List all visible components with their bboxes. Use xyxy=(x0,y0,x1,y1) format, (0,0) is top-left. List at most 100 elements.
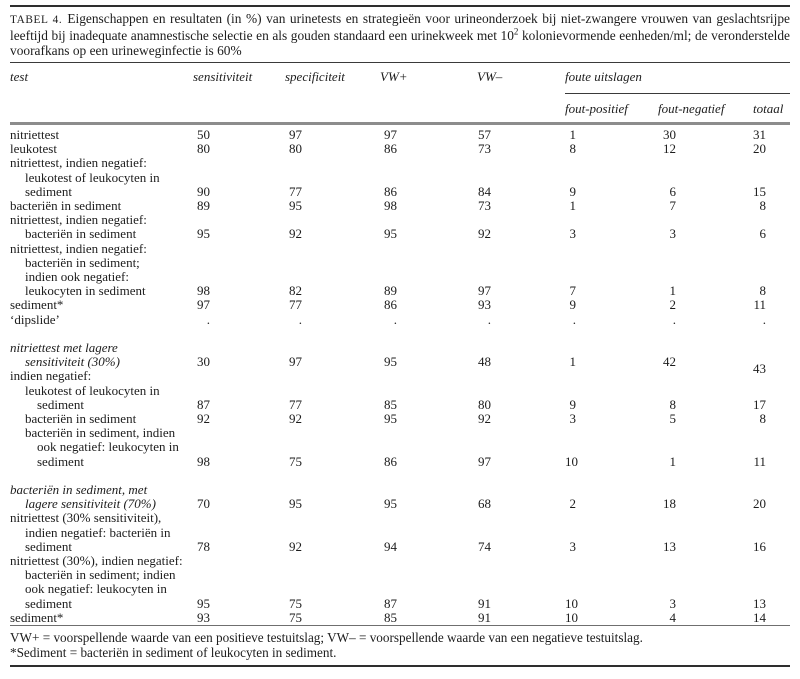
cell-value: 1 xyxy=(569,198,577,214)
cell-value: 2 xyxy=(669,297,677,313)
header-spacer-cell xyxy=(10,93,565,125)
col-header-fout-negatief: fout-negatief xyxy=(658,93,753,125)
cell-vw-plus xyxy=(380,256,477,270)
cell-vw-plus: 95 xyxy=(380,411,477,426)
cell-fout-negatief: 1 xyxy=(658,284,753,298)
footnote-sediment-definition: *Sediment = bacteriën in sediment of leu… xyxy=(10,644,337,660)
row-label: sediment* xyxy=(10,609,64,625)
cell-sensitiviteit xyxy=(193,526,285,540)
cell-vw-plus: 86 xyxy=(380,454,477,469)
cell-value: 5 xyxy=(669,411,677,427)
cell-totaal xyxy=(753,568,790,582)
caption-text-after-sup: kolonievormende eenheden/ml; de veronder… xyxy=(10,28,790,58)
cell-sensitiviteit xyxy=(193,426,285,440)
cell-vw-minus xyxy=(477,341,565,355)
cell-sensitiviteit xyxy=(193,554,285,568)
cell-vw-plus: 85 xyxy=(380,396,477,412)
row-label: bacteriën in sediment xyxy=(25,411,137,427)
cell-vw-plus: 89 xyxy=(380,284,477,298)
cell-value: 84 xyxy=(478,183,491,199)
cell-fout-negatief xyxy=(658,213,753,227)
cell-vw-plus xyxy=(380,554,477,568)
cell-specificiteit xyxy=(285,511,380,525)
row-label: leukocyten in sediment xyxy=(25,283,146,299)
cell-vw-minus xyxy=(477,369,565,383)
cell-value: 1 xyxy=(569,127,577,142)
cell-value: 85 xyxy=(384,396,397,412)
cell-totaal xyxy=(753,440,790,454)
row-label: sediment xyxy=(37,396,84,412)
table-row: ‘dipslide’....... xyxy=(10,311,790,327)
cell-value: 86 xyxy=(384,297,397,313)
cell-vw-minus: 57 xyxy=(477,124,565,143)
col-header-fout-positief: fout-positief xyxy=(565,93,658,125)
cell-sensitiviteit xyxy=(193,511,285,525)
cell-value: 95 xyxy=(384,226,397,242)
cell-sensitiviteit: 98 xyxy=(193,284,285,298)
cell-vw-plus xyxy=(380,568,477,582)
cell-totaal xyxy=(753,526,790,540)
table-row: leukotest 80 80 86 73 8 12 20 xyxy=(10,142,790,156)
cell-fout-positief xyxy=(565,554,658,568)
cell-totaal xyxy=(753,213,790,227)
cell-value: 95 xyxy=(384,354,397,370)
cell-fout-negatief xyxy=(658,554,753,568)
row-label: sediment xyxy=(25,183,72,199)
cell-specificiteit: . xyxy=(285,311,380,327)
cell-value: 48 xyxy=(478,354,491,370)
cell-fout-negatief xyxy=(658,242,753,256)
cell-specificiteit: 77 xyxy=(285,298,380,312)
cell-value: 87 xyxy=(384,595,397,611)
col-header-test: test xyxy=(10,69,29,84)
cell-value: 98 xyxy=(197,453,210,469)
cell-vw-plus xyxy=(380,156,477,170)
cell-value: 95 xyxy=(197,226,210,242)
table-row: bacteriën in sediment, met xyxy=(10,482,790,497)
cell-specificiteit xyxy=(285,384,380,398)
cell-specificiteit: 92 xyxy=(285,411,380,426)
cell-sensitiviteit: 90 xyxy=(193,184,285,199)
cell-vw-minus xyxy=(477,242,565,256)
cell-fout-negatief: . xyxy=(658,311,753,327)
cell-value: . xyxy=(298,311,302,327)
cell-fout-positief xyxy=(565,156,658,170)
cell-value: 92 xyxy=(478,226,491,242)
cell-vw-plus: 87 xyxy=(380,595,477,611)
cell-specificiteit xyxy=(285,171,380,185)
cell-value: . xyxy=(672,311,676,327)
cell-value: 11 xyxy=(753,297,766,313)
cell-value: 92 xyxy=(197,411,210,427)
cell-sensitiviteit xyxy=(193,256,285,270)
cell-sensitiviteit: 92 xyxy=(193,411,285,427)
cell-sensitiviteit: 97 xyxy=(193,298,285,312)
cell-fout-negatief xyxy=(658,384,753,398)
cell-vw-plus: 98 xyxy=(380,198,477,213)
cell-vw-plus: 95 xyxy=(380,497,477,511)
cell-value: 80 xyxy=(289,141,302,157)
cell-specificiteit: 82 xyxy=(285,284,380,298)
cell-value: 87 xyxy=(197,396,210,412)
cell-value: 75 xyxy=(289,453,302,469)
cell-fout-positief: 9 xyxy=(565,184,658,199)
cell-fout-positief xyxy=(565,213,658,227)
cell-specificiteit xyxy=(285,426,380,440)
cell-value: 97 xyxy=(478,453,491,469)
cell-vw-plus xyxy=(380,384,477,398)
row-label: indien negatief: xyxy=(10,368,92,384)
results-table: test sensitiviteit specificiteit VW+ VW–… xyxy=(10,62,790,627)
row-label: nitriettest xyxy=(10,127,60,142)
cell-vw-minus xyxy=(477,270,565,284)
cell-value: 97 xyxy=(289,354,302,370)
cell-vw-minus xyxy=(477,213,565,227)
cell-value: 97 xyxy=(384,127,397,142)
cell-specificiteit: 97 xyxy=(285,124,380,143)
cell-vw-minus: . xyxy=(477,312,565,327)
cell-totaal: 6 xyxy=(753,227,790,241)
table-row: indien ook negatief: xyxy=(10,269,790,284)
cell-fout-negatief xyxy=(658,511,753,525)
cell-vw-minus: 97 xyxy=(477,284,565,298)
col-header-sensitiviteit: sensitiviteit xyxy=(193,69,253,84)
cell-value: 93 xyxy=(478,297,491,313)
cell-fout-positief xyxy=(565,242,658,256)
cell-specificiteit: 77 xyxy=(285,184,380,199)
